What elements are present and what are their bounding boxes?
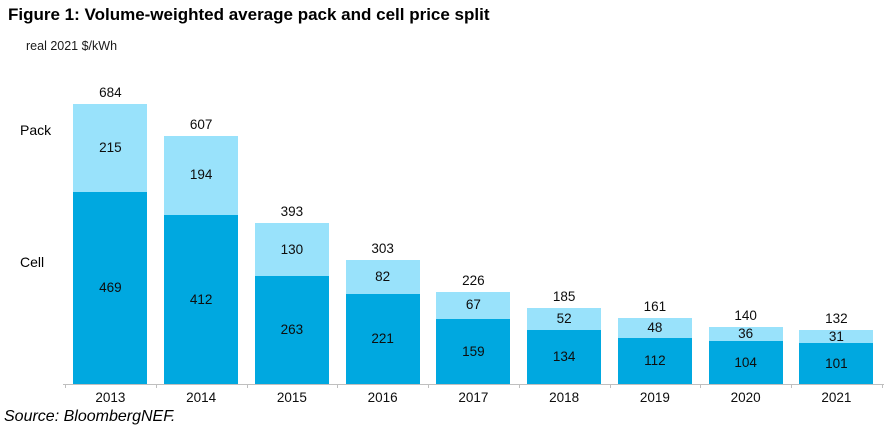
- bar-segment-cell: 101: [799, 342, 874, 384]
- cell-value-label: 221: [371, 331, 394, 347]
- x-axis-label: 2016: [367, 390, 398, 405]
- x-axis-tick: [65, 384, 66, 388]
- series-label-pack: Pack: [20, 122, 52, 138]
- series-label-cell: Cell: [20, 254, 45, 270]
- cell-value-label: 412: [189, 291, 213, 307]
- x-axis-label: 2019: [639, 390, 670, 405]
- total-value-label: 140: [734, 307, 757, 323]
- cell-value-label: 104: [734, 354, 757, 370]
- bar-segment-pack: 48: [617, 318, 692, 338]
- pack-value-label: 31: [828, 328, 844, 344]
- cell-value-label: 469: [99, 280, 122, 296]
- x-axis-label: 2018: [549, 390, 580, 405]
- x-axis-tick: [609, 384, 611, 388]
- total-value-label: 185: [552, 289, 576, 305]
- bar-column: 36 104: [708, 326, 783, 384]
- x-axis-tick: [700, 384, 702, 388]
- x-axis-label: 2020: [730, 390, 761, 405]
- x-axis-label: 2013: [95, 390, 126, 405]
- pack-value-label: 48: [647, 320, 663, 336]
- bar-segment-pack: 82: [345, 260, 420, 294]
- bar-segment-pack: 67: [436, 291, 511, 319]
- bar-segment-pack: 36: [708, 326, 783, 342]
- x-axis-tick: [881, 384, 883, 388]
- bar-segment-cell: 412: [164, 214, 239, 384]
- bar-column: 130 263: [254, 223, 329, 384]
- x-axis-tick: [518, 384, 520, 388]
- total-value-label: 132: [825, 311, 848, 326]
- bar-column: 194 412: [164, 135, 239, 384]
- pack-value-label: 215: [99, 140, 122, 156]
- bar-segment-cell: 134: [527, 329, 602, 384]
- bar-segment-cell: 469: [73, 192, 148, 384]
- bar-column: 67 159: [436, 291, 511, 384]
- cell-value-label: 134: [552, 349, 576, 365]
- bar-column: 215 469: [73, 104, 148, 384]
- bar-segment-pack: 130: [254, 223, 329, 277]
- x-axis-tick: [337, 384, 339, 388]
- x-axis-label: 2017: [458, 390, 489, 405]
- total-value-label: 607: [189, 116, 213, 132]
- x-axis-label: 2015: [276, 390, 307, 405]
- bar-segment-cell: 221: [345, 293, 420, 384]
- total-value-label: 161: [643, 299, 667, 315]
- total-value-label: 226: [462, 272, 485, 288]
- x-axis-tick: [155, 384, 157, 388]
- bar-column: 48 112: [617, 318, 692, 384]
- pack-value-label: 130: [280, 241, 304, 257]
- bar-column: 31 101: [799, 328, 874, 384]
- x-axis-tick: [791, 384, 792, 388]
- bar-segment-cell: 159: [436, 318, 511, 384]
- bar-column: 52 134: [527, 308, 602, 384]
- bar-segment-pack: 31: [799, 328, 874, 344]
- bar-segment-cell: 104: [708, 341, 783, 384]
- x-axis-tick: [428, 384, 429, 388]
- bar-segment-cell: 112: [617, 337, 692, 384]
- bar-segment-pack: 52: [527, 308, 602, 330]
- figure-title: Figure 1: Volume-weighted average pack a…: [8, 5, 490, 24]
- bar-segment-cell: 263: [254, 276, 329, 384]
- total-value-label: 684: [99, 85, 122, 100]
- cell-value-label: 263: [280, 322, 304, 338]
- cell-value-label: 112: [644, 353, 666, 369]
- total-value-label: 393: [280, 204, 304, 220]
- bar-segment-pack: 215: [73, 104, 148, 192]
- bar-segment-pack: 194: [164, 135, 239, 215]
- bar-column: 82 221: [345, 260, 420, 384]
- x-axis-line: [63, 384, 884, 385]
- x-axis-tick: [246, 384, 248, 388]
- pack-value-label: 52: [556, 311, 572, 327]
- source-note: Source: BloombergNEF.: [4, 408, 176, 425]
- pack-value-label: 82: [375, 269, 391, 285]
- pack-value-label: 36: [738, 326, 754, 342]
- total-value-label: 303: [371, 241, 394, 256]
- cell-value-label: 159: [462, 343, 485, 359]
- x-axis-label: 2014: [186, 390, 217, 405]
- pack-value-label: 194: [189, 167, 213, 183]
- cell-value-label: 101: [825, 355, 848, 371]
- x-axis-label: 2021: [821, 390, 852, 405]
- y-axis-unit-label: real 2021 $/kWh: [26, 39, 118, 53]
- pack-value-label: 67: [465, 297, 481, 313]
